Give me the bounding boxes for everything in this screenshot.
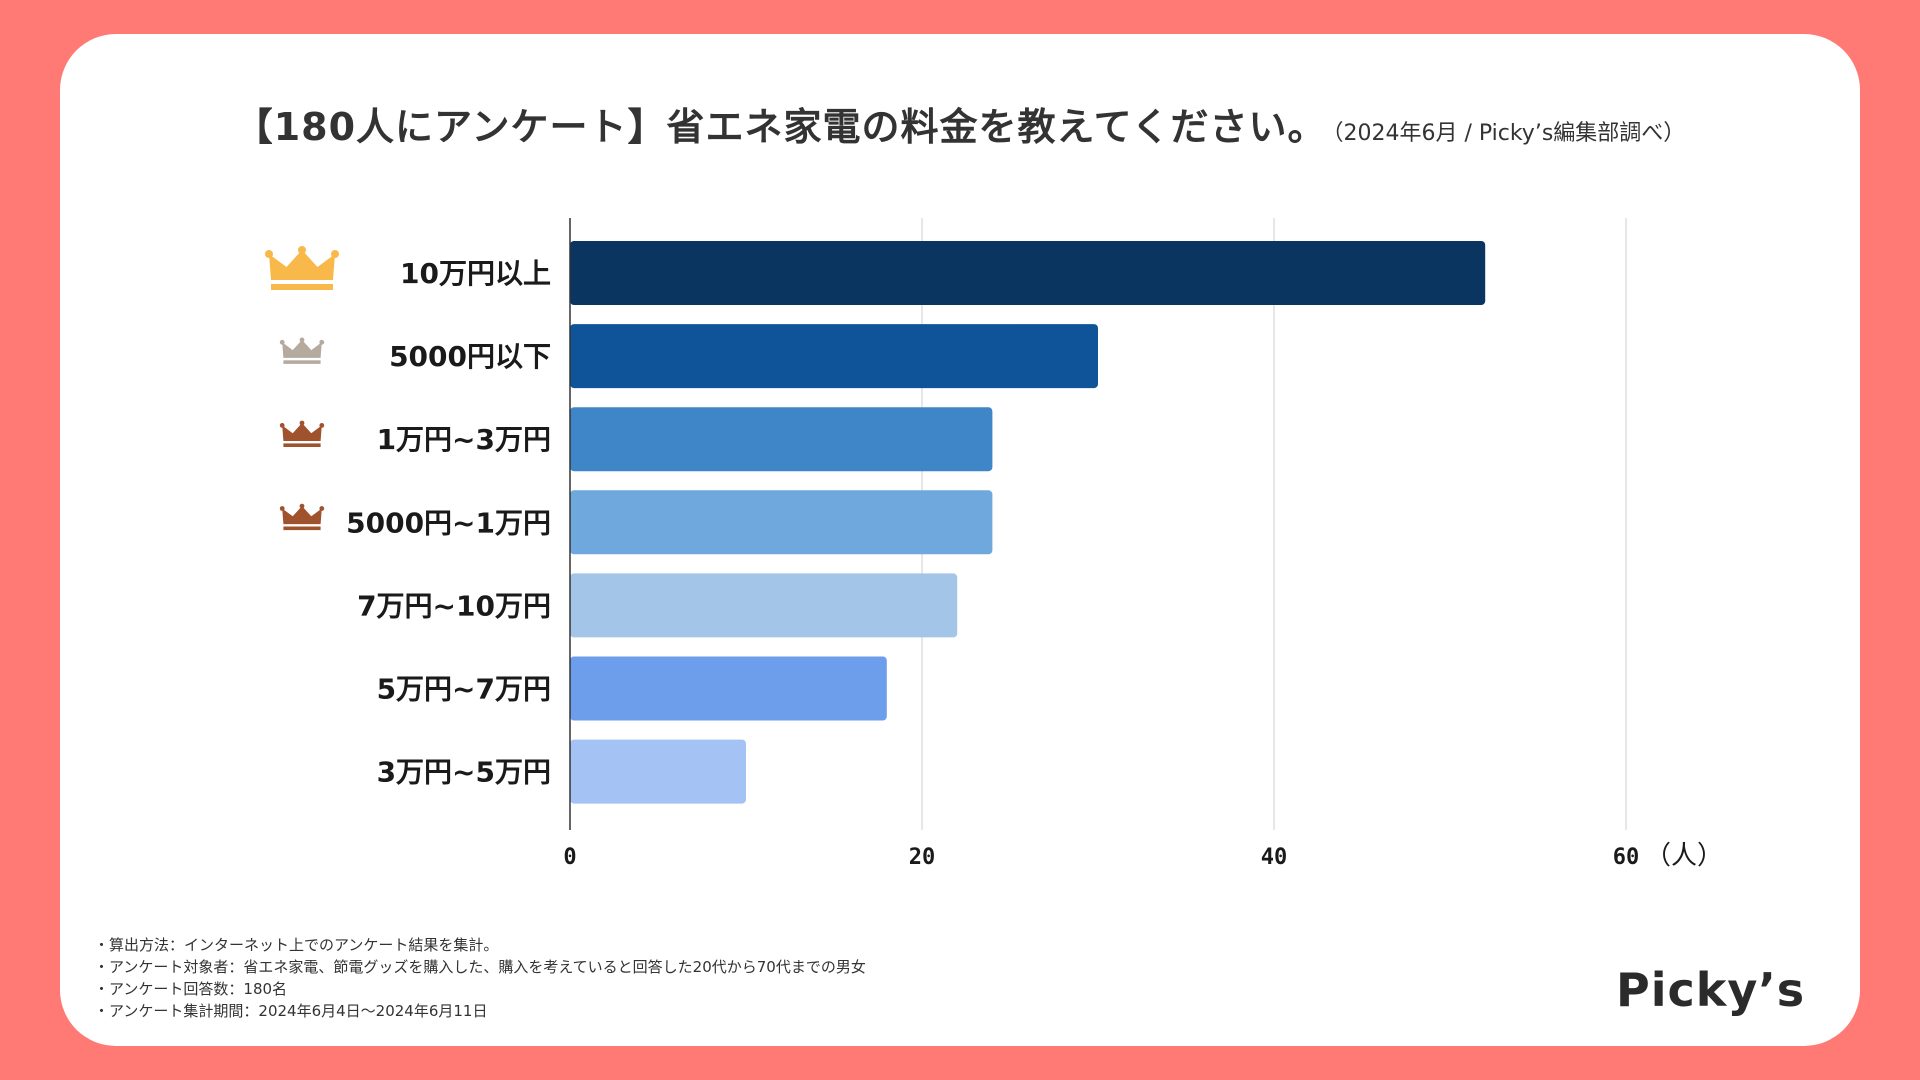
x-axis-unit-label: （人） xyxy=(1645,841,1723,871)
bar xyxy=(570,407,993,472)
bar xyxy=(570,573,958,638)
bar xyxy=(570,324,1098,389)
crown-gold-icon-tip xyxy=(331,250,339,258)
category-label: 5000円~1万円 xyxy=(346,506,551,539)
crown-bronze-icon-base xyxy=(283,526,321,531)
crown-gold-icon-tip xyxy=(265,250,273,258)
x-tick-label: 60 xyxy=(1613,845,1640,870)
category-label: 10万円以上 xyxy=(400,257,551,290)
category-label: 5万円~7万円 xyxy=(377,673,551,706)
crown-gold-icon-tip xyxy=(298,246,306,254)
crown-gold-icon xyxy=(269,250,335,280)
picky-s-logo: Picky’s xyxy=(1616,963,1806,1017)
note-method: ・算出方法：インターネット上でのアンケート結果を集計。 xyxy=(94,936,499,954)
x-tick-label: 20 xyxy=(909,845,936,870)
crown-bronze-icon-tip xyxy=(299,420,305,426)
note-period: ・アンケート集計期間：2024年6月4日〜2024年6月11日 xyxy=(94,1002,488,1020)
bar xyxy=(570,656,887,721)
category-label: 7万円~10万円 xyxy=(357,589,551,622)
crown-bronze-icon-tip xyxy=(279,506,285,511)
bar xyxy=(570,241,1486,305)
crown-bronze-icon-tip xyxy=(319,423,325,428)
bar xyxy=(570,490,993,555)
notes: ・算出方法：インターネット上でのアンケート結果を集計。 ・アンケート対象者：省エ… xyxy=(94,934,866,1022)
crown-silver-icon-base xyxy=(283,360,321,364)
bar xyxy=(570,739,746,804)
crown-bronze-icon-tip xyxy=(319,506,325,511)
crown-bronze-icon xyxy=(282,506,322,525)
crown-bronze-icon-tip xyxy=(299,503,305,509)
crown-bronze-icon-tip xyxy=(279,423,285,428)
category-label: 3万円~5万円 xyxy=(377,756,551,789)
crown-silver-icon-tip xyxy=(299,337,305,343)
crown-bronze-icon xyxy=(282,423,322,441)
crown-silver-icon xyxy=(282,339,322,358)
note-count: ・アンケート回答数：180名 xyxy=(94,980,288,998)
category-label: 5000円以下 xyxy=(389,340,551,373)
note-target: ・アンケート対象者：省エネ家電、節電グッズを購入した、購入を考えていると回答した… xyxy=(94,958,866,976)
chart-subtitle: （2024年6月 / Picky’s編集部調べ） xyxy=(1332,121,1686,146)
crown-bronze-icon-base xyxy=(283,443,321,447)
crown-silver-icon-tip xyxy=(319,339,325,345)
crown-gold-icon-base xyxy=(271,284,333,290)
category-label: 1万円~3万円 xyxy=(377,423,551,456)
crown-silver-icon-tip xyxy=(279,339,285,345)
x-tick-label: 0 xyxy=(563,845,576,870)
x-tick-label: 40 xyxy=(1261,845,1288,870)
chart-title: 【180人にアンケート】省エネ家電の料金を教えてください。 xyxy=(234,105,1327,149)
chart-title-row: 【180人にアンケート】省エネ家電の料金を教えてください。 （2024年6月 / … xyxy=(0,96,1920,151)
